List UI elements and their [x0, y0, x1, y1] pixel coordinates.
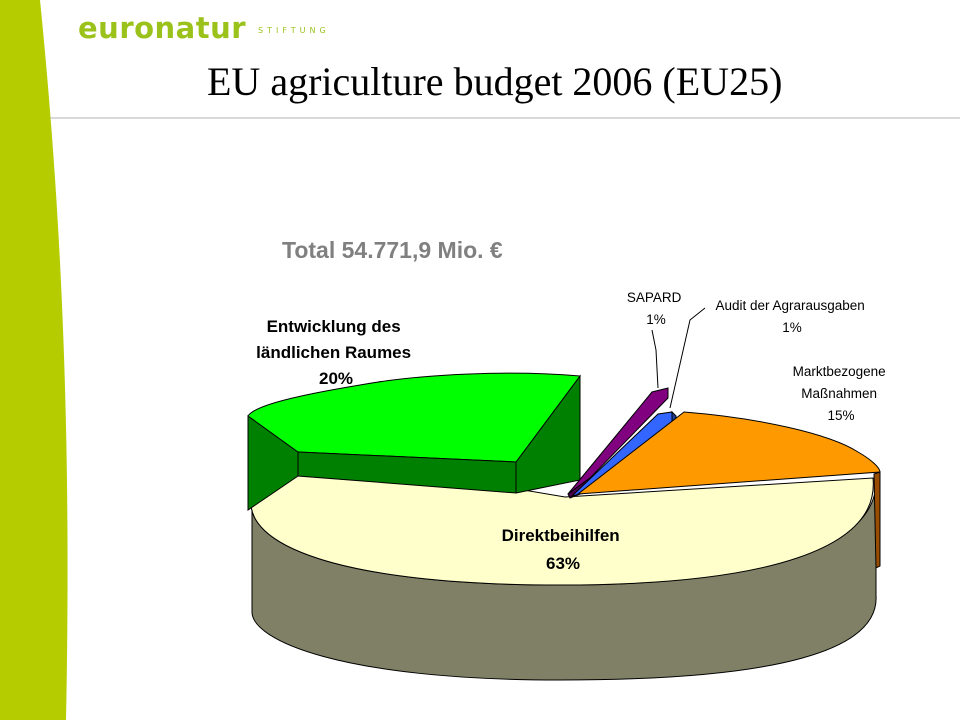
label-direct-line1: Direktbeihilfen	[502, 526, 620, 545]
label-market: Marktbezogene Maßnahmen 15%	[793, 364, 890, 423]
left-green-band	[0, 0, 68, 720]
brand-logo: euronatur	[78, 11, 246, 45]
chart-total: Total 54.771,9 Mio. €	[282, 237, 503, 263]
sapard-leader-line	[651, 329, 659, 389]
label-audit-percent: 1%	[782, 320, 802, 335]
pie-chart	[247, 372, 881, 681]
label-sapard-line1: SAPARD	[627, 290, 682, 305]
label-sapard-percent: 1%	[646, 312, 666, 327]
slice-rural-front	[297, 451, 517, 494]
label-rural-line1: Entwicklung des	[267, 317, 401, 336]
label-market-line1: Marktbezogene	[793, 364, 886, 379]
audit-leader-line	[669, 307, 706, 409]
slice-rural	[247, 372, 581, 463]
slice-market-side	[873, 471, 881, 569]
slice-market	[576, 411, 881, 495]
brand-subtitle: STIFTUNG	[258, 26, 330, 35]
label-direct-percent: 63%	[546, 554, 580, 573]
label-audit: Audit der Agrarausgaben 1%	[715, 298, 868, 335]
label-rural: Entwicklung des ländlichen Raumes 20%	[256, 317, 416, 388]
label-market-line2: Maßnahmen	[801, 386, 877, 401]
label-market-percent: 15%	[827, 408, 854, 423]
label-rural-percent: 20%	[319, 369, 353, 388]
page-title: EU agriculture budget 2006 (EU25)	[207, 59, 782, 104]
label-sapard: SAPARD 1%	[627, 290, 685, 327]
label-direct: Direktbeihilfen 63%	[502, 526, 625, 573]
label-audit-line1: Audit der Agrarausgaben	[715, 298, 864, 313]
label-rural-line2: ländlichen Raumes	[256, 343, 411, 362]
